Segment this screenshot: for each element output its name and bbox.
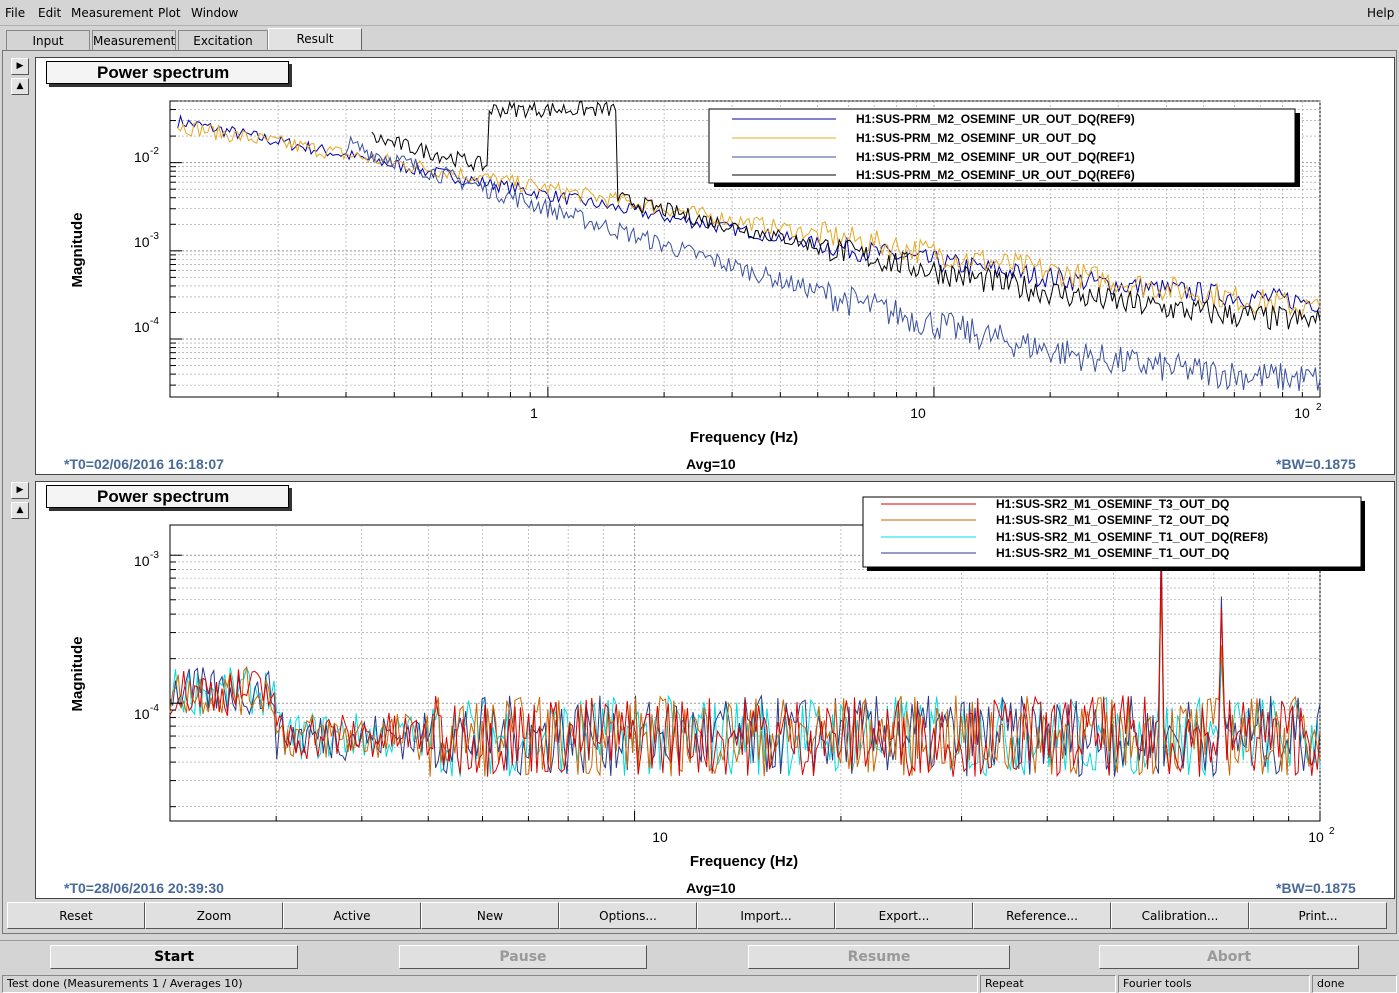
plot2-ytick-1e-4-base: 10 (134, 706, 150, 722)
plot2-ytick-1e-4-exp: -4 (150, 703, 159, 714)
resume-button[interactable]: Resume (748, 945, 1010, 969)
plot1-trace-ref9 (177, 114, 1321, 312)
tab-input[interactable]: Input (6, 30, 90, 50)
plot2-ytick-1e-3-exp: -3 (150, 550, 159, 561)
plot1-avg: Avg=10 (686, 456, 736, 472)
plot1-trace-ref1 (345, 135, 1321, 392)
plot2-xtick-10: 10 (652, 829, 668, 845)
import-button[interactable]: Import... (697, 902, 835, 929)
menu-bar: File Edit Measurement Plot Window Help (0, 0, 1399, 26)
status-done: done (1312, 975, 1397, 993)
status-bar: Test done (Measurements 1 / Averages 10)… (0, 974, 1399, 993)
plot1-xtick-1: 1 (530, 405, 538, 421)
pause-button[interactable]: Pause (399, 945, 647, 969)
plot2-trace-1 (169, 561, 1321, 778)
menu-window[interactable]: Window (191, 6, 239, 20)
plot1-ticks (170, 100, 1321, 397)
plot1-legend-label-2: H1:SUS-PRM_M2_OSEMINF_UR_OUT_DQ (856, 131, 1096, 145)
plot1-xtick-100-exp: 2 (1316, 402, 1322, 413)
plot2-ytick-1e-3-base: 10 (134, 553, 150, 569)
tab-result[interactable]: Result (268, 28, 362, 52)
status-repeat: Repeat (980, 975, 1116, 993)
plot1-t0: *T0=02/06/2016 16:18:07 (64, 456, 224, 472)
calibration-button[interactable]: Calibration... (1111, 902, 1249, 929)
plot1-title: Power spectrum (46, 61, 289, 84)
plot1-ytick-1e-4-base: 10 (134, 319, 150, 335)
menu-file[interactable]: File (5, 6, 26, 20)
pad1-expand-right-icon[interactable]: ▶ (11, 58, 29, 75)
plot2-legend-label-4: H1:SUS-SR2_M1_OSEMINF_T1_OUT_DQ (996, 546, 1229, 560)
plot2-avg: Avg=10 (686, 880, 736, 896)
plot1-ytick-1e-3-base: 10 (134, 234, 150, 250)
plot1-canvas: 1 10 10 2 10 -2 10 -3 10 -4 Magnitude Fr… (69, 100, 1322, 446)
plot1-trace-ref6 (371, 100, 1321, 331)
plot1-ytick-1e-2-exp: -2 (150, 146, 159, 157)
menu-help[interactable]: Help (1367, 6, 1395, 20)
result-area: ▶ ▲ Power spectrum 1 10 10 2 10 -2 10 -3… (2, 50, 1397, 934)
new-button[interactable]: New (421, 902, 559, 929)
plot-pad-1[interactable]: Power spectrum 1 10 10 2 10 -2 10 -3 10 … (35, 57, 1395, 475)
plot1-legend: H1:SUS-PRM_M2_OSEMINF_UR_OUT_DQ(REF9) H1… (708, 108, 1300, 187)
menu-measurement[interactable]: Measurement (71, 6, 154, 20)
plot2-xlabel: Frequency (Hz) (690, 853, 798, 870)
tab-measurement[interactable]: Measurement (92, 30, 176, 50)
plot2-legend-label-3: H1:SUS-SR2_M1_OSEMINF_T1_OUT_DQ(REF8) (996, 530, 1268, 544)
plot1-legend-label-4: H1:SUS-PRM_M2_OSEMINF_UR_OUT_DQ(REF6) (856, 168, 1135, 182)
plot-button-row: Reset Zoom Active New Options... Import.… (7, 902, 1392, 930)
plot1-xtick-100: 10 (1294, 405, 1310, 421)
plot2-bw: *BW=0.1875 (1276, 880, 1356, 896)
plot1-ylabel: Magnitude (69, 213, 86, 288)
plot2-t0: *T0=28/06/2016 20:39:30 (64, 880, 224, 896)
plot2-ylabel: Magnitude (69, 637, 86, 712)
control-bar: Start Pause Resume Abort (0, 940, 1399, 972)
plot1-xlabel: Frequency (Hz) (690, 429, 798, 446)
export-button[interactable]: Export... (835, 902, 973, 929)
reference-button[interactable]: Reference... (973, 902, 1111, 929)
plot1-ytick-1e-2-base: 10 (134, 149, 150, 165)
plot1-traces (177, 100, 1321, 392)
print-button[interactable]: Print... (1249, 902, 1387, 929)
plot2-grid (170, 525, 1321, 821)
plot1-trace-live (177, 122, 1321, 317)
plot2-legend: H1:SUS-SR2_M1_OSEMINF_T3_OUT_DQ H1:SUS-S… (862, 496, 1365, 571)
plot2-traces (169, 525, 1321, 778)
active-button[interactable]: Active (283, 902, 421, 929)
plot-pad-2[interactable]: Power spectrum 10 10 2 10 -3 10 -4 Magni… (35, 481, 1395, 899)
menu-plot[interactable]: Plot (158, 6, 181, 20)
plot2-legend-label-1: H1:SUS-SR2_M1_OSEMINF_T3_OUT_DQ (996, 497, 1229, 511)
pad2-expand-right-icon[interactable]: ▶ (11, 482, 29, 499)
plot2-canvas: 10 10 2 10 -3 10 -4 Magnitude Frequency … (69, 496, 1365, 870)
reset-button[interactable]: Reset (7, 902, 145, 929)
plot1-ytick-1e-3-exp: -3 (150, 231, 159, 242)
status-fourier: Fourier tools (1118, 975, 1310, 993)
tab-excitation[interactable]: Excitation (178, 30, 268, 50)
pad1-expand-up-icon[interactable]: ▲ (11, 78, 29, 95)
pad2-expand-up-icon[interactable]: ▲ (11, 502, 29, 519)
plot2-title: Power spectrum (46, 485, 289, 508)
plot2-ticks (170, 554, 1321, 821)
start-button[interactable]: Start (50, 945, 298, 969)
plot1-ytick-1e-4-exp: -4 (150, 316, 159, 327)
menu-edit[interactable]: Edit (38, 6, 62, 20)
plot1-legend-label-1: H1:SUS-PRM_M2_OSEMINF_UR_OUT_DQ(REF9) (856, 112, 1135, 126)
plot2-xtick-100-exp: 2 (1329, 826, 1335, 837)
abort-button[interactable]: Abort (1099, 945, 1359, 969)
plot2-trace-4 (169, 525, 1321, 778)
plot1-bw: *BW=0.1875 (1276, 456, 1356, 472)
tab-bar: Input Measurement Excitation Result (0, 26, 1399, 52)
plot1-xtick-10: 10 (910, 405, 926, 421)
zoom-button[interactable]: Zoom (145, 902, 283, 929)
status-message: Test done (Measurements 1 / Averages 10) (2, 975, 978, 993)
plot2-xtick-100: 10 (1308, 829, 1324, 845)
options-button[interactable]: Options... (559, 902, 697, 929)
plot2-legend-label-2: H1:SUS-SR2_M1_OSEMINF_T2_OUT_DQ (996, 513, 1229, 527)
plot1-legend-label-3: H1:SUS-PRM_M2_OSEMINF_UR_OUT_DQ(REF1) (856, 150, 1135, 164)
